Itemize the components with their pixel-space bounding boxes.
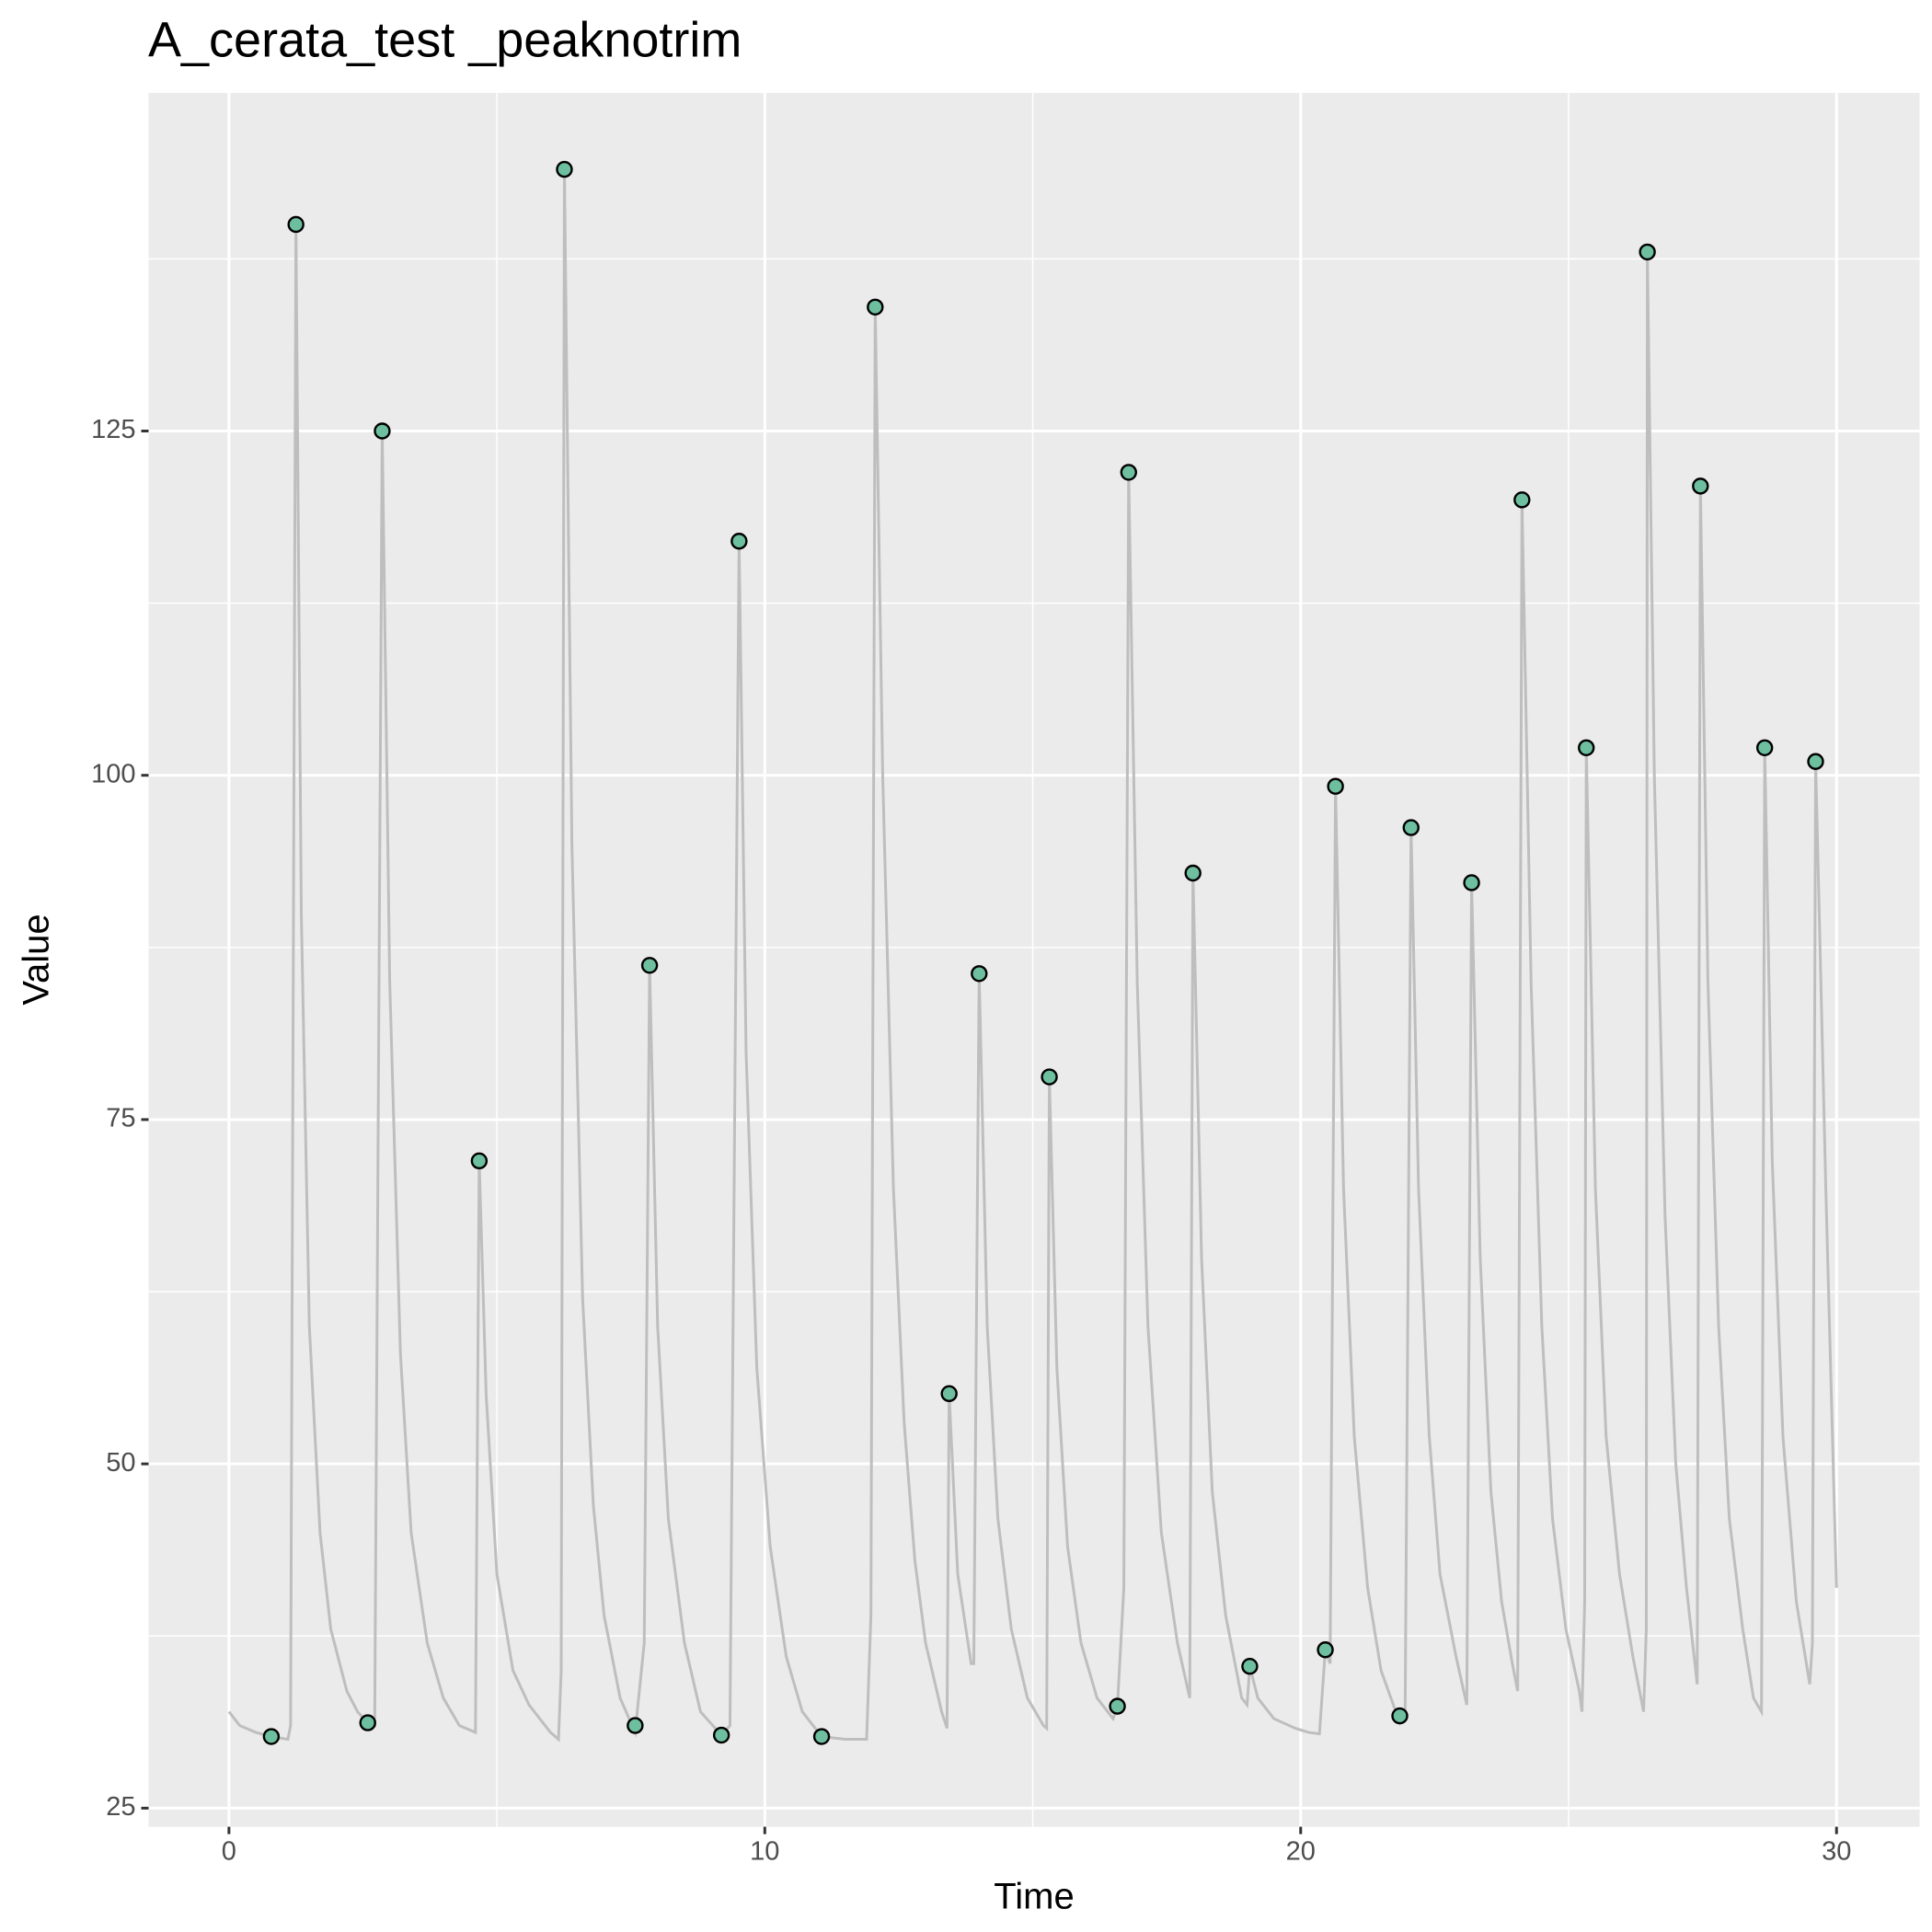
data-point <box>262 1728 281 1745</box>
data-line <box>227 169 1838 1742</box>
data-point <box>1109 1697 1126 1715</box>
x-axis-title: Time <box>994 1877 1074 1917</box>
data-point <box>812 1728 831 1745</box>
data-point <box>1463 874 1480 891</box>
y-tick-label: 25 <box>106 1792 135 1822</box>
data-point <box>1241 1658 1259 1675</box>
data-point <box>1402 819 1420 836</box>
data-point <box>1692 477 1709 495</box>
y-tick-label: 125 <box>91 415 135 444</box>
y-tick-label: 75 <box>106 1104 135 1133</box>
data-point <box>1317 1641 1334 1659</box>
data-point <box>627 1717 644 1734</box>
y-tick-label: 100 <box>91 759 135 788</box>
data-point <box>867 298 884 316</box>
data-point <box>1639 243 1656 261</box>
x-tick-label: 20 <box>1286 1836 1316 1866</box>
data-point <box>730 533 748 550</box>
data-point <box>1120 464 1138 481</box>
y-axis-title: Value <box>17 914 57 1005</box>
data-point <box>556 160 573 178</box>
data-point <box>374 422 391 440</box>
data-point <box>712 1726 730 1744</box>
data-point <box>287 215 305 234</box>
x-tick-label: 10 <box>750 1836 779 1866</box>
data-point <box>1578 739 1595 756</box>
data-point <box>1807 753 1824 770</box>
chart-title: A_cerata_test _peaknotrim <box>148 12 742 67</box>
data-point <box>971 965 988 983</box>
x-tick-label: 30 <box>1822 1836 1851 1866</box>
data-point <box>940 1385 958 1403</box>
data-point <box>1755 739 1774 756</box>
data-point <box>1391 1707 1409 1725</box>
plot-panel <box>148 93 1920 1827</box>
data-point <box>1513 491 1531 509</box>
data-point <box>640 957 659 974</box>
data-point <box>1184 864 1202 882</box>
data-point <box>1327 777 1344 795</box>
y-tick-label: 50 <box>106 1448 135 1478</box>
data-point <box>1041 1068 1058 1086</box>
x-tick-label: 0 <box>222 1836 236 1866</box>
data-point <box>359 1714 376 1731</box>
data-point <box>470 1152 489 1170</box>
